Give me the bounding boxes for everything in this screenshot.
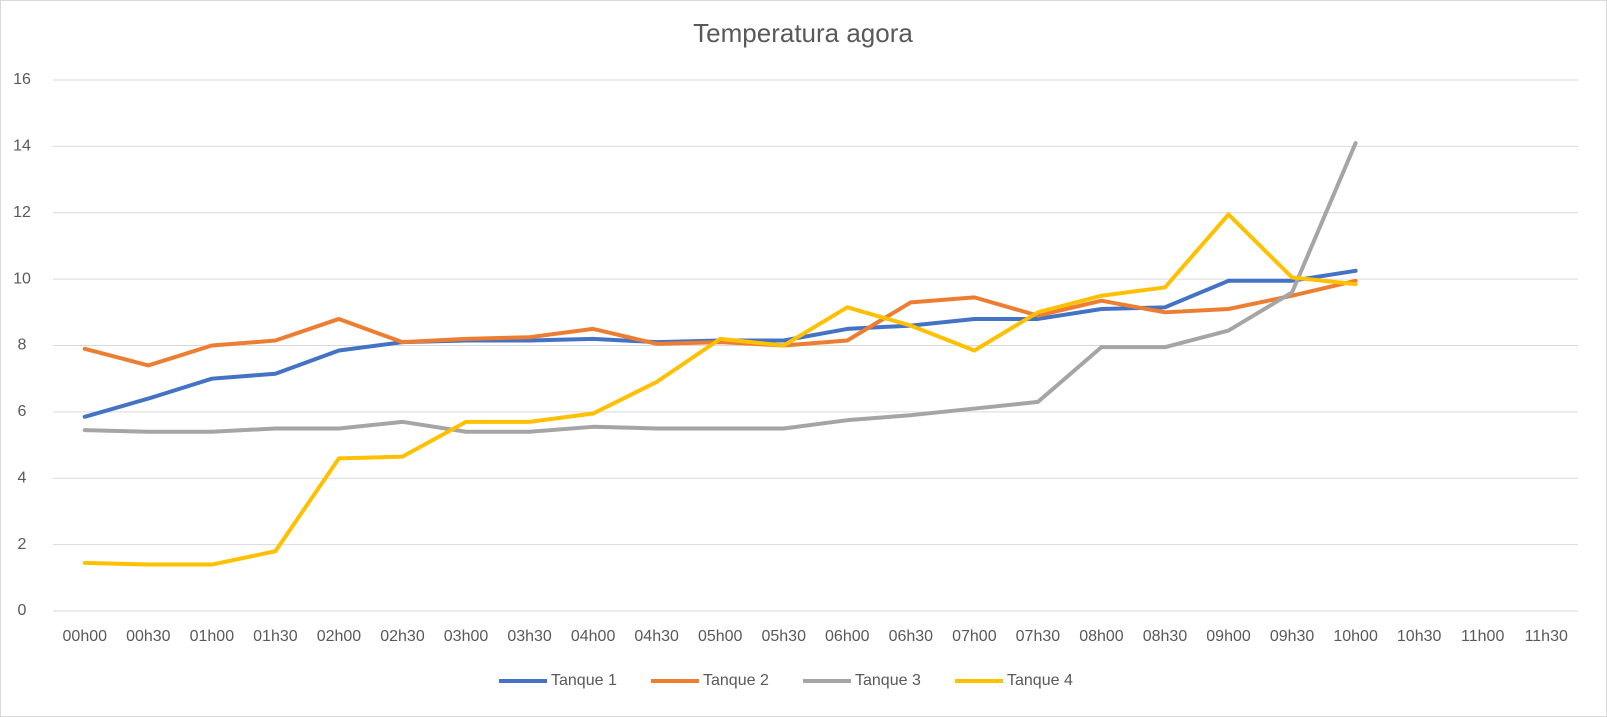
chart-title: Temperatura agora bbox=[693, 18, 913, 48]
x-tick-label: 09h00 bbox=[1206, 628, 1251, 645]
y-tick-label: 6 bbox=[18, 403, 27, 420]
y-tick-label: 0 bbox=[18, 602, 27, 619]
x-tick-label: 01h00 bbox=[190, 628, 235, 645]
x-tick-label: 00h30 bbox=[126, 628, 171, 645]
series-line bbox=[82, 141, 1358, 434]
x-tick-label: 08h30 bbox=[1143, 628, 1188, 645]
x-tick-label: 11h30 bbox=[1525, 628, 1568, 645]
y-tick-label: 10 bbox=[13, 270, 31, 287]
x-tick-label: 05h30 bbox=[761, 628, 806, 645]
x-tick-label: 06h00 bbox=[825, 628, 870, 645]
y-tick-label: 12 bbox=[13, 204, 31, 221]
y-tick-label: 2 bbox=[18, 536, 27, 553]
x-tick-label: 02h00 bbox=[317, 628, 362, 645]
y-tick-label: 14 bbox=[13, 138, 31, 155]
x-tick-label: 09h30 bbox=[1270, 628, 1315, 645]
x-tick-label: 07h00 bbox=[952, 628, 997, 645]
x-tick-label: 03h30 bbox=[507, 628, 552, 645]
legend-label: Tanque 4 bbox=[1007, 672, 1073, 689]
x-tick-label: 11h00 bbox=[1461, 628, 1504, 645]
y-tick-label: 16 bbox=[13, 71, 31, 88]
x-tick-label: 00h00 bbox=[63, 628, 108, 645]
x-tick-label: 10h00 bbox=[1333, 628, 1378, 645]
legend-label: Tanque 1 bbox=[551, 672, 617, 689]
x-tick-label: 04h30 bbox=[634, 628, 679, 645]
x-tick-label: 10h30 bbox=[1397, 628, 1442, 645]
x-tick-label: 05h00 bbox=[698, 628, 743, 645]
x-tick-label: 06h30 bbox=[889, 628, 934, 645]
y-tick-label: 4 bbox=[18, 469, 27, 486]
x-tick-label: 01h30 bbox=[253, 628, 298, 645]
x-tick-label: 03h00 bbox=[444, 628, 489, 645]
x-tick-label: 02h30 bbox=[380, 628, 425, 645]
legend-label: Tanque 3 bbox=[855, 672, 921, 689]
series-line bbox=[82, 278, 1358, 368]
x-tick-label: 07h30 bbox=[1016, 628, 1061, 645]
legend-label: Tanque 2 bbox=[703, 672, 769, 689]
x-tick-label: 08h00 bbox=[1079, 628, 1124, 645]
x-tick-label: 04h00 bbox=[571, 628, 616, 645]
series-line bbox=[82, 212, 1358, 567]
y-tick-label: 8 bbox=[18, 337, 27, 354]
